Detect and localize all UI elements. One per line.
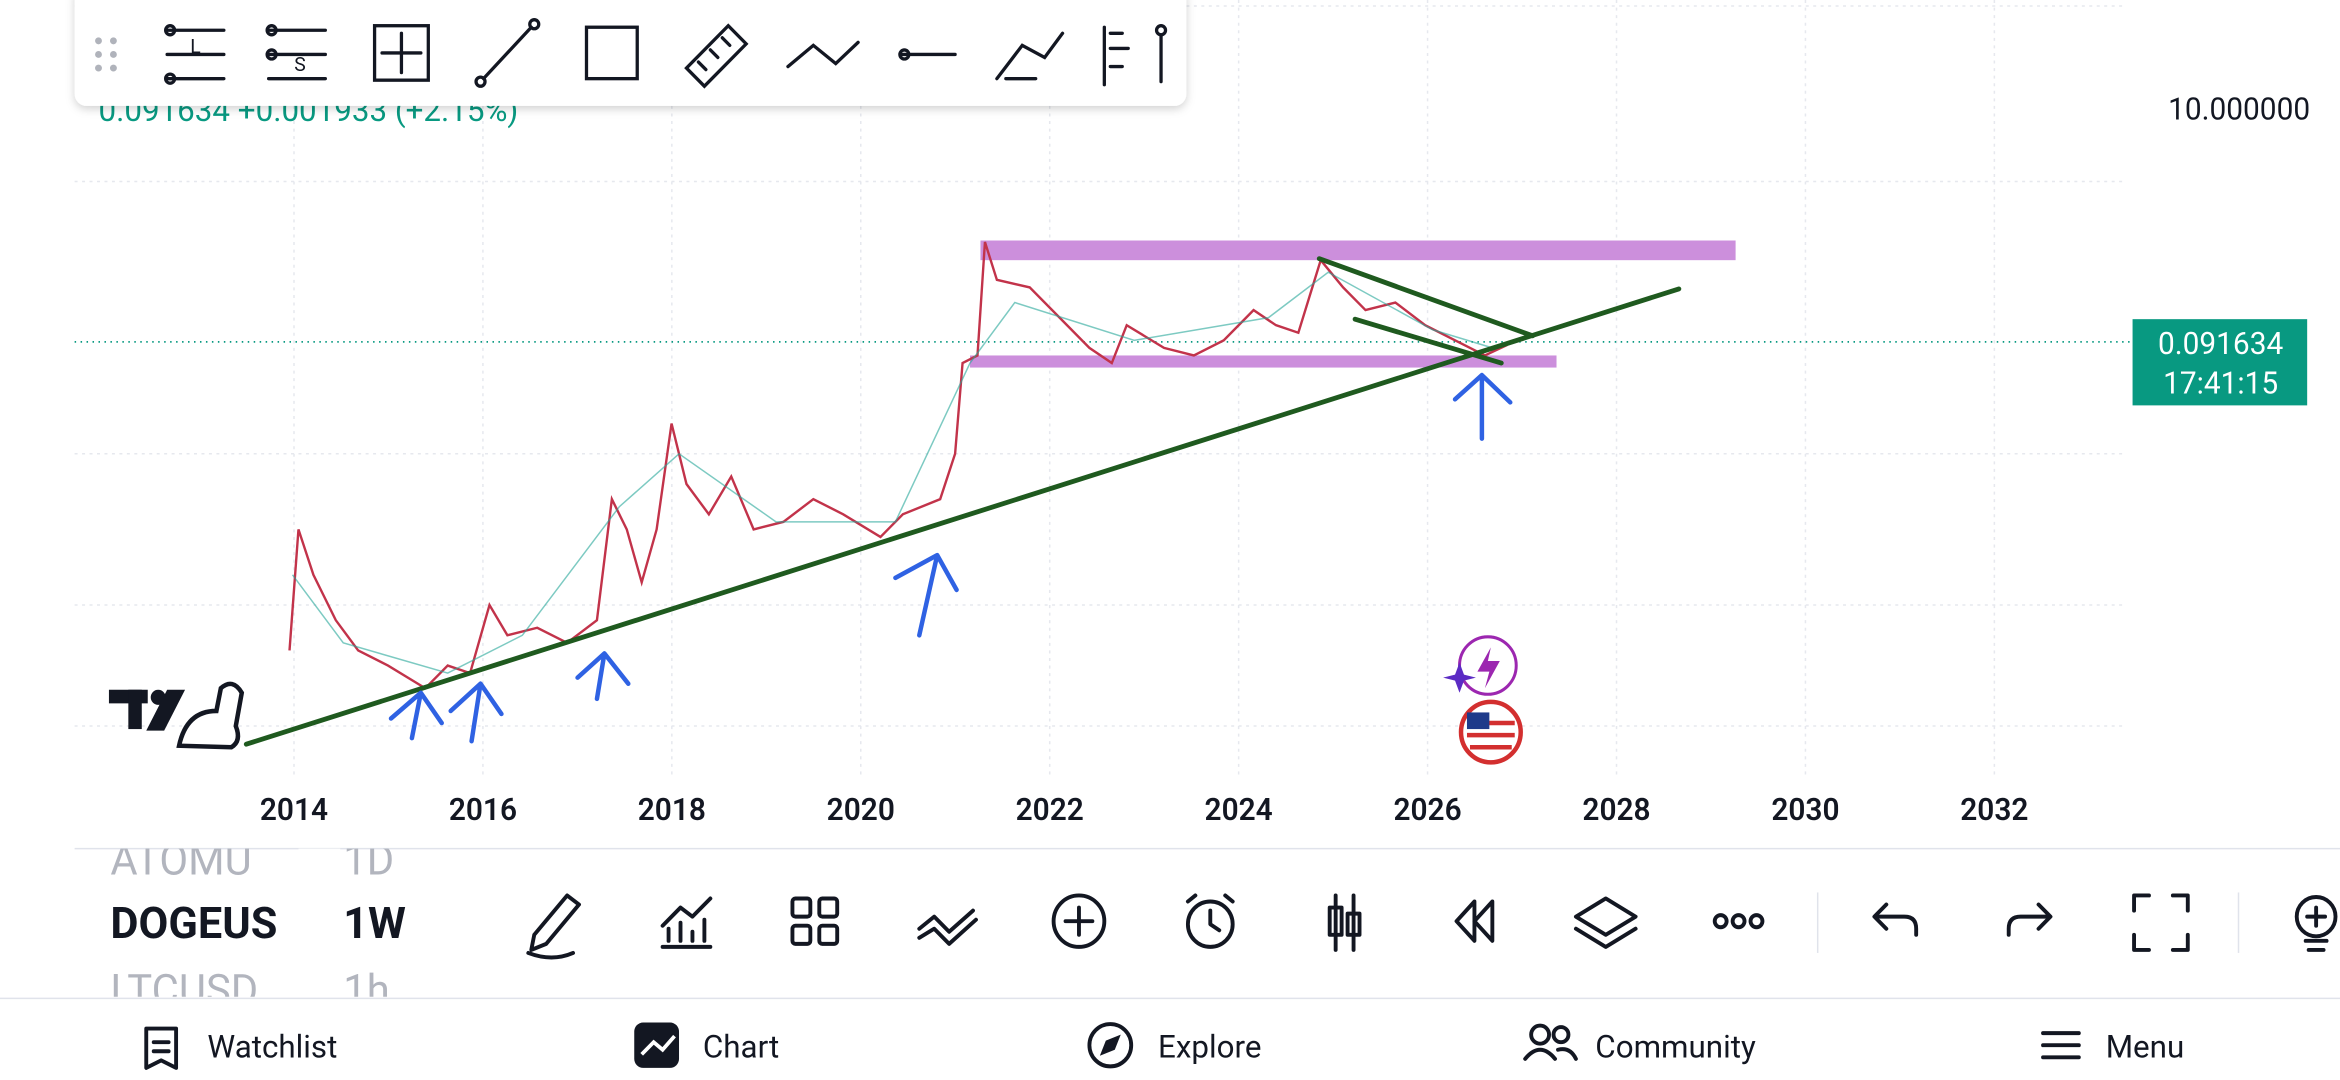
tradingview-logo <box>108 681 245 750</box>
x-axis-label: 2030 <box>1771 793 1839 828</box>
interval: 1h <box>343 966 389 1015</box>
arrows <box>388 372 1513 744</box>
price-tag-price: 0.091634 <box>2158 327 2283 362</box>
x-axis-label: 2018 <box>638 793 706 828</box>
nav-label: Chart <box>703 1028 779 1065</box>
x-axis-label: 2024 <box>1205 793 1273 828</box>
nav-item[interactable]: Explore <box>1087 1022 1261 1069</box>
tool-label: S <box>294 53 306 76</box>
nav-item[interactable]: Menu <box>2041 1028 2185 1065</box>
x-axis-label: 2026 <box>1393 793 1461 828</box>
symbol-fade <box>298 848 341 997</box>
x-axis: 2014 2016 2018 2020 2022 2024 2026 2028 2030 2032 <box>260 793 2029 828</box>
price-series <box>288 241 1508 690</box>
x-axis-label: 2022 <box>1016 793 1084 828</box>
resistance-zone <box>980 240 1736 261</box>
nav-item[interactable]: Watchlist <box>144 1026 337 1070</box>
bottom-nav: Watchlist Chart Explore Community Menu <box>144 1022 2185 1070</box>
x-axis-label: 2020 <box>827 793 895 828</box>
symbol: ATOMU <box>110 836 251 885</box>
trendlines <box>243 256 1682 747</box>
nav-item[interactable]: Chart <box>634 1022 779 1068</box>
interval: 1D <box>343 836 394 885</box>
symbol: LTCUSD <box>110 966 258 1015</box>
symbol-picker[interactable]: ATOMU 1D DOGEUS 1W LTCUSD 1h <box>110 836 406 1015</box>
x-axis-label: 2014 <box>260 793 328 828</box>
nav-item[interactable]: Community <box>1523 1023 1756 1066</box>
interval: 1W <box>343 898 406 949</box>
nav-label: Watchlist <box>207 1028 337 1065</box>
nav-label: Community <box>1595 1028 1756 1065</box>
x-axis-label: 2032 <box>1960 793 2028 828</box>
x-axis-label: 2016 <box>449 793 517 828</box>
price-tag <box>2132 319 2308 406</box>
symbol: DOGEUS <box>110 898 277 949</box>
tool-label: L <box>190 35 201 58</box>
nav-label: Menu <box>2106 1028 2185 1065</box>
x-axis-label: 2028 <box>1582 793 1650 828</box>
price-tag-countdown: 17:41:15 <box>2163 366 2278 401</box>
price-series-up <box>291 271 1493 674</box>
support-zone <box>970 355 1557 368</box>
chart-actions[interactable] <box>526 892 2338 960</box>
event-icons[interactable] <box>1443 635 1523 765</box>
nav-label: Explore <box>1158 1028 1261 1065</box>
scale-top: 10.000000 <box>2168 92 2310 127</box>
chart-grid <box>74 0 2127 779</box>
toolbar-icons[interactable]: L S <box>95 18 1168 89</box>
drawing-toolbar <box>74 0 1187 106</box>
